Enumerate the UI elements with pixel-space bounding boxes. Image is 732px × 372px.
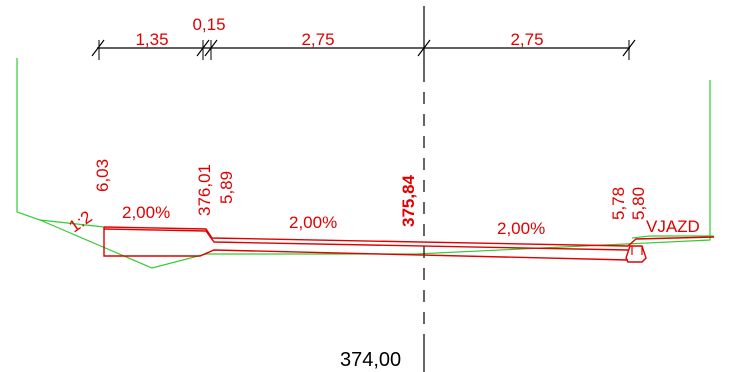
elevation-label-axis: 375,84: [399, 174, 418, 227]
grade-label-1: 2,00%: [122, 203, 170, 222]
terrain-left-line: [16, 58, 711, 269]
elevation-label-578: 5,78: [609, 187, 628, 220]
pavement-bottom: [103, 227, 629, 261]
pavement-second-layer: [103, 228, 629, 251]
elevation-label-37601: 376,01: [195, 164, 214, 216]
slope-label: 1:2: [65, 207, 95, 236]
kerb-right: [625, 245, 647, 263]
dimension-tick-1: [91, 39, 105, 57]
dimension-label-2: 0,15: [192, 15, 225, 34]
elevation-label-589: 5,89: [217, 171, 236, 204]
dimension-tick-4: [417, 39, 431, 57]
dimension-label-1: 1,35: [135, 30, 168, 49]
grade-label-2: 2,00%: [289, 213, 337, 232]
terrain-left-slope: [39, 219, 105, 228]
datum-label: 374,00: [340, 349, 401, 371]
dimension-label-3: 2,75: [301, 30, 334, 49]
terrain-right-slope: [631, 235, 714, 239]
elevation-label-603: 6,03: [93, 159, 112, 192]
elevation-label-580: 5,80: [629, 187, 648, 220]
grade-label-3: 2,00%: [497, 219, 545, 238]
entry-label: VJAZD: [646, 217, 700, 236]
pavement-top-left: [103, 226, 715, 247]
dimension-label-4: 2,75: [510, 30, 543, 49]
